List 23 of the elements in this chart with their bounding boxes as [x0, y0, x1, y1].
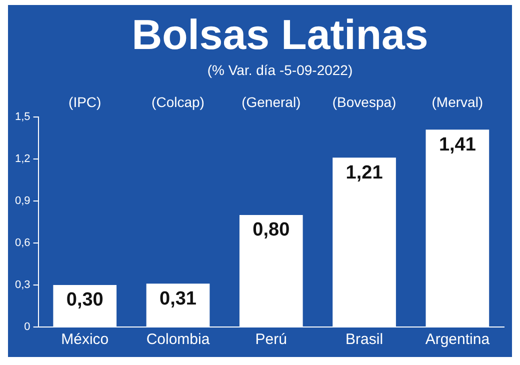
x-tick-label: Argentina [425, 331, 490, 348]
data-label: 0,80 [252, 220, 290, 241]
y-tick-label: 1,2 [14, 153, 30, 166]
x-tick-label: México [61, 331, 109, 348]
x-tick-label: Brasil [346, 331, 384, 348]
y-tick-label: 0,3 [14, 279, 30, 292]
text: (General) [242, 94, 301, 110]
y-tick-label: 0 [24, 321, 30, 334]
data-label: 0,31 [160, 288, 197, 310]
data-label: 1,41 [438, 134, 476, 156]
y-tick-label: 1,5 [14, 111, 30, 124]
text: (Merval) [432, 94, 484, 110]
x-tick-label: Colombia [146, 331, 210, 348]
y-tick-label: 0,6 [14, 237, 30, 250]
text: (Bovespa) [332, 94, 396, 110]
text: (Colcap) [152, 94, 204, 110]
y-tick-label: 0,9 [14, 195, 30, 208]
x-tick-label: Perú [255, 331, 287, 348]
data-label: 0,30 [66, 290, 104, 311]
text: (IPC) [68, 94, 102, 110]
data-label: 1,21 [346, 162, 384, 184]
chart-title: Bolsas Latinas [132, 11, 428, 58]
chart-subtitle: (% Var. día -5-09-2022) [207, 62, 353, 78]
